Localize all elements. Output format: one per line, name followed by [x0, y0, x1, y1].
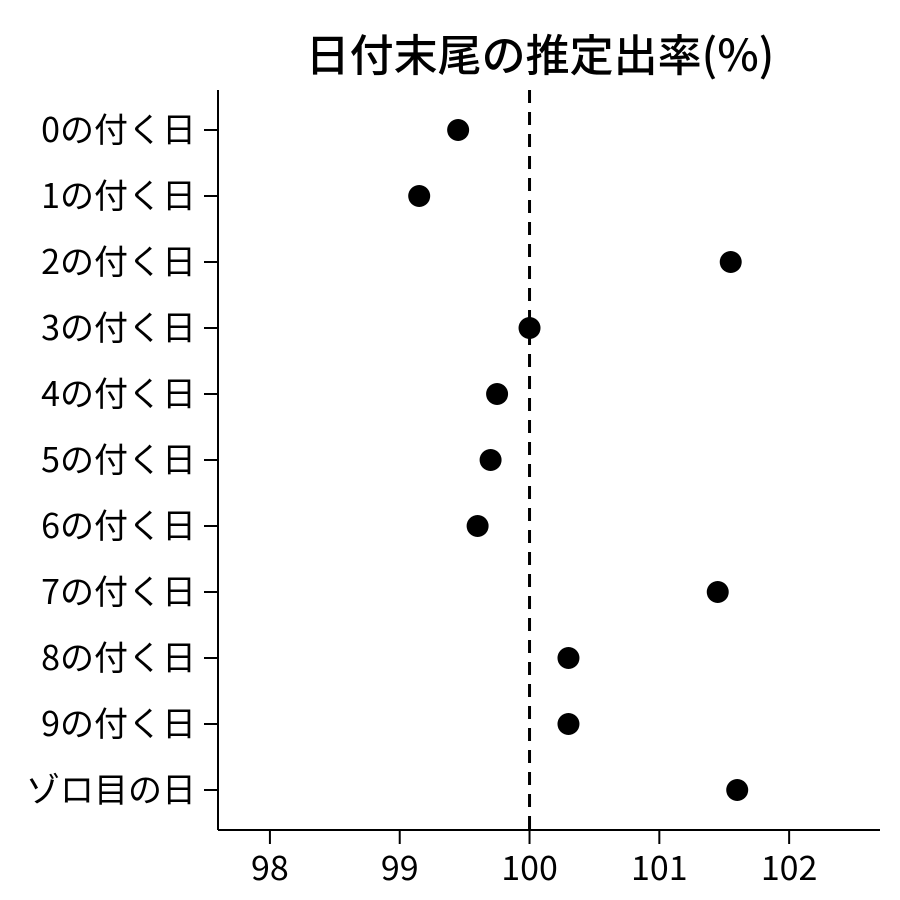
dot-plot-chart: 日付末尾の推定出率(%) 98991001011020の付く日1の付く日2の付く… — [0, 0, 900, 900]
data-point — [408, 185, 430, 207]
data-point — [447, 119, 469, 141]
data-point — [720, 251, 742, 273]
data-point — [707, 581, 729, 603]
y-tick-label: 3の付く日 — [41, 301, 196, 350]
data-point — [480, 449, 502, 471]
data-point — [557, 713, 579, 735]
data-point — [557, 647, 579, 669]
x-tick-label: 98 — [251, 841, 289, 890]
plot-area: 98 99 100 101 102 0の付く日 1の付く日 2の付く日 3の付く日 4の付く日 5の… — [0, 0, 900, 900]
y-tick-label: 4の付く日 — [41, 367, 196, 416]
data-point — [726, 779, 748, 801]
y-tick-label: 6の付く日 — [41, 499, 196, 548]
y-tick-label: 5の付く日 — [41, 433, 196, 482]
x-tick-label: 102 — [761, 841, 818, 890]
y-tick-label: 8の付く日 — [41, 631, 196, 680]
y-tick-label: 1の付く日 — [41, 169, 196, 218]
data-point — [486, 383, 508, 405]
y-tick-label: 7の付く日 — [41, 565, 196, 614]
y-tick-label: 9の付く日 — [41, 697, 196, 746]
y-tick-label: 0の付く日 — [41, 103, 196, 152]
x-tick-label: 100 — [501, 841, 558, 890]
data-point — [467, 515, 489, 537]
x-tick-label: 101 — [631, 841, 688, 890]
x-tick-label: 99 — [381, 841, 419, 890]
y-tick-label: ゾロ目の日 — [26, 763, 196, 812]
data-point — [519, 317, 541, 339]
y-tick-label: 2の付く日 — [41, 235, 196, 284]
